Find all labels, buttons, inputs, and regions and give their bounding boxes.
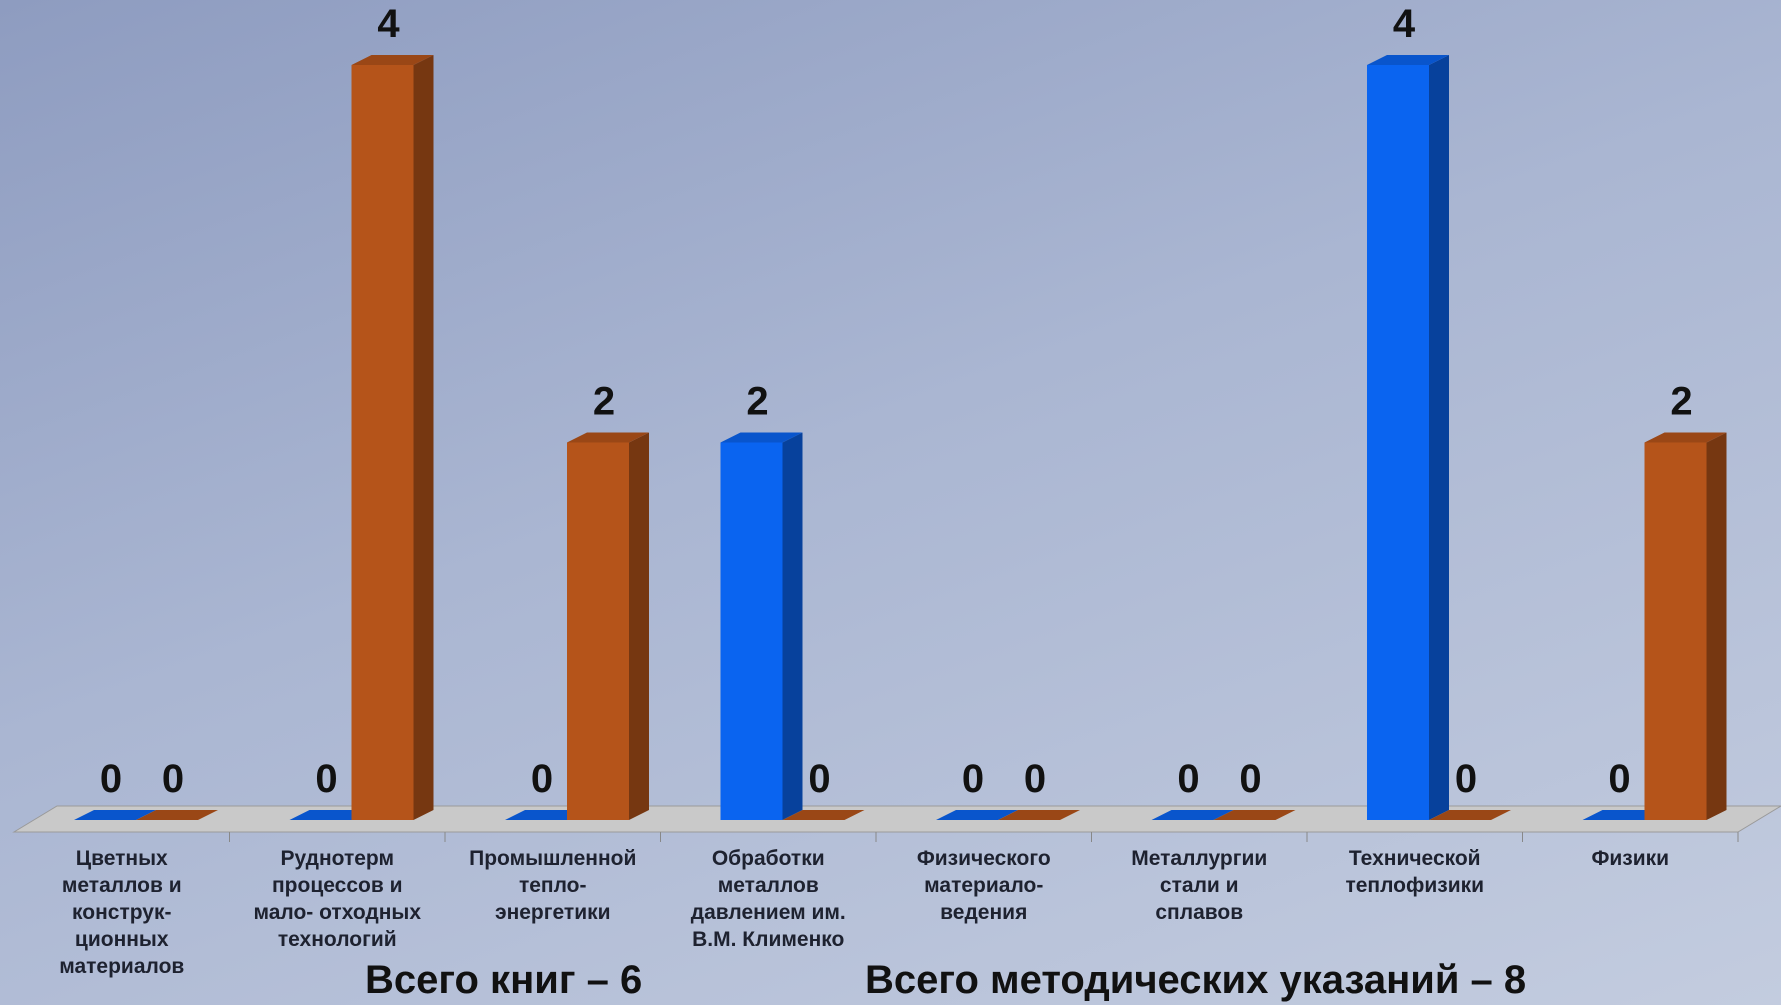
annotation: Всего книг – 6 [365, 958, 642, 1003]
annotation: Всего методических указаний – 8 [865, 958, 1526, 1003]
data-label: 0 [1455, 757, 1477, 801]
data-label: 2 [593, 380, 615, 424]
data-label: 0 [1177, 757, 1199, 801]
data-label: 0 [1024, 757, 1046, 801]
bar-front [721, 443, 783, 821]
data-label: 4 [1393, 2, 1416, 46]
x-tick-label: Обработки металлов давлением им. В.М. Кл… [663, 845, 873, 953]
bar [567, 433, 649, 821]
x-tick-label: Промышленной тепло- энергетики [448, 845, 658, 926]
bar [352, 55, 434, 820]
data-label: 2 [1670, 380, 1692, 424]
bar [1367, 55, 1449, 820]
data-label: 0 [1239, 757, 1261, 801]
bar-side [1707, 433, 1727, 821]
data-label: 0 [1608, 757, 1630, 801]
bar [721, 433, 803, 821]
floor [14, 806, 1781, 832]
bar-front [567, 443, 629, 821]
x-tick-label: Металлургии стали и сплавов [1094, 845, 1304, 926]
x-tick-label: Физического материало- ведения [879, 845, 1089, 926]
x-tick-label: Руднотерм процессов и мало- отходных тех… [232, 845, 442, 953]
x-tick-label: Цветных металлов и конструк- ционных мат… [17, 845, 227, 980]
data-label: 0 [162, 757, 184, 801]
bar [1645, 433, 1727, 821]
bar-side [629, 433, 649, 821]
slide: 0004022000004002 Всего книг – 6 Всего ме… [0, 0, 1781, 1005]
data-label: 0 [962, 757, 984, 801]
bar-front [1367, 65, 1429, 820]
data-label: 2 [746, 380, 768, 424]
bar-front [352, 65, 414, 820]
bar-front [1645, 443, 1707, 821]
data-label: 0 [100, 757, 122, 801]
data-label: 4 [377, 2, 400, 46]
data-label: 0 [315, 757, 337, 801]
data-label: 0 [808, 757, 830, 801]
bar-side [414, 55, 434, 820]
bar-side [783, 433, 803, 821]
data-label: 0 [531, 757, 553, 801]
bar-side [1429, 55, 1449, 820]
x-tick-label: Физики [1525, 845, 1735, 872]
x-tick-label: Технической теплофизики [1310, 845, 1520, 899]
